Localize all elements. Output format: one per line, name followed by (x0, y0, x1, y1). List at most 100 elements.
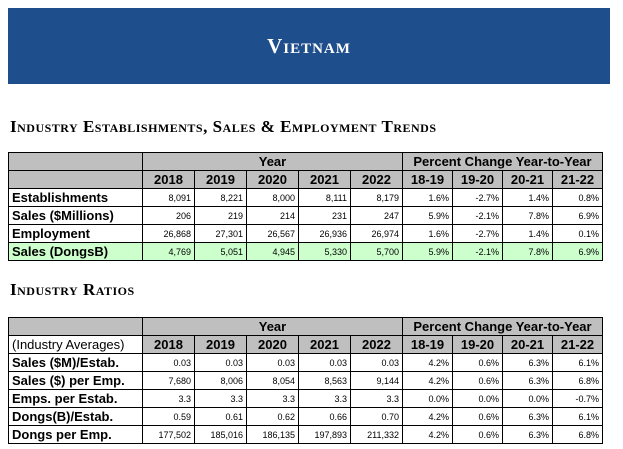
pct-cell: 0.6% (452, 425, 503, 444)
value-cell: 4,945 (246, 242, 299, 261)
row-label: Establishments (8, 188, 143, 207)
value-cell: 26,974 (350, 224, 403, 243)
year-header: 2018 (142, 335, 195, 354)
ratios-table: Year Percent Change Year-to-Year (Industry… (8, 317, 603, 444)
year-header: 2021 (298, 335, 351, 354)
group-header-row: Year Percent Change Year-to-Year (8, 317, 603, 336)
table-row: Sales ($M)/Estab. 0.03 0.03 0.03 0.03 0.03 4.2… (8, 353, 603, 372)
section-title-trends: Industry Establishments, Sales & Employm… (10, 117, 437, 136)
corner-cell (8, 170, 143, 189)
pct-header: 21-22 (552, 170, 603, 189)
value-cell: 177,502 (142, 425, 195, 444)
value-cell: 206 (142, 206, 195, 225)
value-cell: 8,179 (350, 188, 403, 207)
row-label: Emps. per Estab. (8, 389, 143, 408)
value-cell: 8,006 (194, 371, 247, 390)
value-cell: 26,567 (246, 224, 299, 243)
value-cell: 219 (194, 206, 247, 225)
value-cell: 3.3 (142, 389, 195, 408)
value-cell: 0.66 (298, 407, 351, 426)
pct-cell: 7.8% (502, 206, 553, 225)
column-header-row: 2018 2019 2020 2021 2022 18-19 19-20 20-21 21-22 (8, 170, 603, 189)
pct-cell: -2.1% (452, 242, 503, 261)
corner-cell (8, 317, 143, 336)
value-cell: 231 (298, 206, 351, 225)
value-cell: 5,051 (194, 242, 247, 261)
row-label: Dongs per Emp. (8, 425, 143, 444)
pct-cell: 1.6% (402, 224, 453, 243)
page-title: Vietnam (267, 33, 351, 58)
value-cell: 3.3 (298, 389, 351, 408)
corner-label: (Industry Averages) (8, 335, 143, 354)
year-header: 2018 (142, 170, 195, 189)
value-cell: 26,868 (142, 224, 195, 243)
year-group-header: Year (142, 317, 403, 336)
pct-cell: 0.6% (452, 353, 503, 372)
value-cell: 27,301 (194, 224, 247, 243)
value-cell: 3.3 (194, 389, 247, 408)
pct-header: 19-20 (452, 335, 503, 354)
year-group-header: Year (142, 152, 403, 171)
pct-cell: 0.6% (452, 371, 503, 390)
table-row: Dongs per Emp. 177,502 185,016 186,135 197,8… (8, 425, 603, 444)
row-label: Dongs(B)/Estab. (8, 407, 143, 426)
table-row: Sales ($) per Emp. 7,680 8,006 8,054 8,563 9,… (8, 371, 603, 390)
pct-cell: 5.9% (402, 242, 453, 261)
pct-cell: 1.6% (402, 188, 453, 207)
pct-cell: 4.2% (402, 371, 453, 390)
pct-cell: 0.0% (502, 389, 553, 408)
row-label: Sales (DongsB) (8, 242, 143, 261)
value-cell: 247 (350, 206, 403, 225)
column-header-row: (Industry Averages) 2018 2019 2020 2021 2022 1… (8, 335, 603, 354)
value-cell: 197,893 (298, 425, 351, 444)
value-cell: 185,016 (194, 425, 247, 444)
value-cell: 26,936 (298, 224, 351, 243)
value-cell: 0.03 (142, 353, 195, 372)
value-cell: 186,135 (246, 425, 299, 444)
value-cell: 8,054 (246, 371, 299, 390)
value-cell: 5,330 (298, 242, 351, 261)
value-cell: 0.03 (350, 353, 403, 372)
pct-header: 21-22 (552, 335, 603, 354)
pct-header: 18-19 (402, 335, 453, 354)
pct-header: 19-20 (452, 170, 503, 189)
pct-cell: 6.9% (552, 206, 603, 225)
year-header: 2022 (350, 335, 403, 354)
pct-cell: 6.3% (502, 407, 553, 426)
pct-cell: 4.2% (402, 407, 453, 426)
pct-cell: 6.9% (552, 242, 603, 261)
pct-group-header: Percent Change Year-to-Year (402, 317, 603, 336)
row-label: Sales ($) per Emp. (8, 371, 143, 390)
pct-cell: 6.3% (502, 353, 553, 372)
pct-cell: 0.8% (552, 188, 603, 207)
pct-cell: 0.0% (452, 389, 503, 408)
year-header: 2019 (194, 170, 247, 189)
row-label: Sales ($M)/Estab. (8, 353, 143, 372)
pct-cell: 6.3% (502, 425, 553, 444)
value-cell: 5,700 (350, 242, 403, 261)
pct-cell: -2.1% (452, 206, 503, 225)
row-label: Sales ($Millions) (8, 206, 143, 225)
value-cell: 3.3 (350, 389, 403, 408)
section-title-ratios: Industry Ratios (10, 280, 135, 299)
table-row: Establishments 8,091 8,221 8,000 8,111 8,179 1… (8, 188, 603, 207)
pct-cell: 4.2% (402, 353, 453, 372)
pct-cell: 6.3% (502, 371, 553, 390)
pct-cell: 0.1% (552, 224, 603, 243)
pct-header: 20-21 (502, 335, 553, 354)
value-cell: 8,091 (142, 188, 195, 207)
value-cell: 8,563 (298, 371, 351, 390)
corner-cell (8, 152, 143, 171)
value-cell: 0.59 (142, 407, 195, 426)
value-cell: 9,144 (350, 371, 403, 390)
pct-cell: 6.8% (552, 425, 603, 444)
pct-cell: 6.1% (552, 407, 603, 426)
year-header: 2020 (246, 170, 299, 189)
group-header-row: Year Percent Change Year-to-Year (8, 152, 603, 171)
title-banner: Vietnam (8, 8, 610, 84)
value-cell: 4,769 (142, 242, 195, 261)
pct-group-header: Percent Change Year-to-Year (402, 152, 603, 171)
pct-header: 20-21 (502, 170, 553, 189)
year-header: 2020 (246, 335, 299, 354)
value-cell: 3.3 (246, 389, 299, 408)
